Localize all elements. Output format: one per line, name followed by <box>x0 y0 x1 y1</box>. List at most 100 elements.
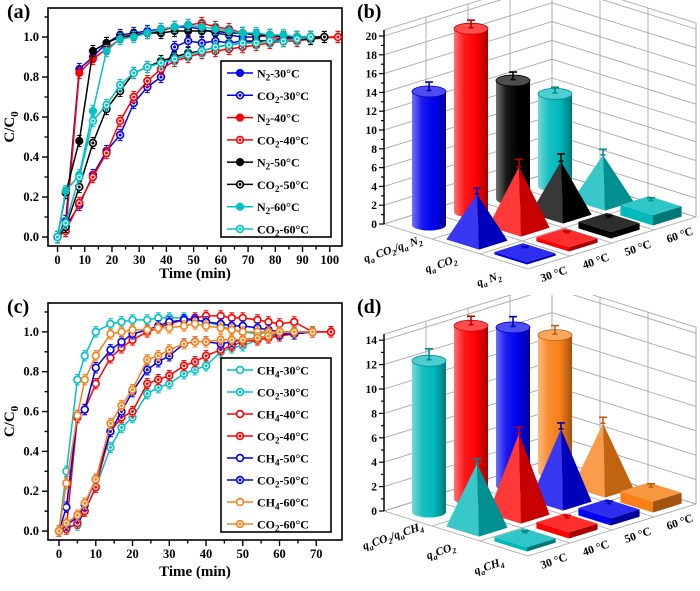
row-label: qaCH4 <box>473 556 506 579</box>
y-tick-label: 0.0 <box>23 230 39 244</box>
legend-label: CO2-60°C <box>257 223 309 239</box>
plate-40°C <box>536 513 598 539</box>
plate-60°C <box>620 196 682 226</box>
legend-label: CH4-40°C <box>257 408 309 424</box>
cylinder-40°C <box>453 315 489 505</box>
x-tick-label: 50 <box>237 547 250 561</box>
legend-label: CO2-30°C <box>257 89 309 105</box>
row-label: qaCO2/qaCH4 <box>361 521 425 555</box>
row-label: qa CO2 <box>424 254 459 278</box>
y-tick-label: 8 <box>371 144 377 156</box>
y-tick-label: 4 <box>371 181 377 193</box>
y-tick-label: 0 <box>371 219 377 231</box>
x-tick-label: 70 <box>242 253 255 267</box>
y-tick-label: 2 <box>371 482 377 494</box>
panel-d-label: (d) <box>357 296 382 318</box>
row-label: qa CO2/qa N2 <box>362 234 424 267</box>
panel-c: (c) 0 10 20 30 40 50 60 70 0.0 0.2 0.4 0.6 0.8 1.0 Tim… <box>0 295 348 591</box>
series-CO260C <box>54 326 317 537</box>
x-tick-label: 0 <box>56 547 62 561</box>
series-CH460C <box>54 318 317 537</box>
legend-label: CH4-50°C <box>257 452 309 468</box>
x-tick-label: 40 <box>160 253 173 267</box>
y-tick-label: 2 <box>371 200 377 212</box>
series-CO260C <box>53 30 315 244</box>
legend-label: CH4-30°C <box>257 364 309 380</box>
panel-a-chart: 0 10 20 30 40 50 60 70 80 90 100 0.0 0.2 0.4 0.6 0.8 1.0… <box>2 7 343 282</box>
category-label: 50 °C <box>623 526 653 546</box>
legend-label: N2-50°C <box>257 156 300 172</box>
cylinder-30°C <box>411 81 447 231</box>
pyramid-30°C <box>446 457 508 537</box>
plate-30°C <box>494 528 556 552</box>
y-tick-label: 0.8 <box>23 70 39 84</box>
y-tick-label: 0.6 <box>23 405 39 419</box>
panel-d-chart: 0 2 4 6 8 10 12 14 30 °C 40 °C 50 °C 60 °C qaCO2/qaC… <box>361 295 697 579</box>
y-axis: 0 2 4 6 8 10 12 14 16 18 20 <box>366 30 385 231</box>
y-tick-label: 0.0 <box>23 524 39 538</box>
y-axis-title: C/C0 <box>2 111 21 143</box>
y-tick-label: 0.6 <box>23 110 39 124</box>
y-tick-label: 8 <box>371 408 377 420</box>
panel-c-chart: 0 10 20 30 40 50 60 70 0.0 0.2 0.4 0.6 0.8 1.0 Time (m… <box>2 302 343 580</box>
x-tick-label: 60 <box>215 253 228 267</box>
legend-label: CO2-30°C <box>257 386 309 402</box>
y-tick-label: 20 <box>366 31 378 43</box>
legend-label: N2-40°C <box>257 111 300 127</box>
x-tick-label: 100 <box>320 253 339 267</box>
y-tick-label: 1.0 <box>23 30 39 44</box>
y-tick-label: 0.4 <box>23 150 39 164</box>
x-tick-label: 40 <box>200 547 213 561</box>
panel-b-label: (b) <box>357 1 382 23</box>
x-tick-label: 20 <box>126 547 139 561</box>
legend-label: N2-60°C <box>257 200 300 216</box>
plate-40°C <box>536 228 598 252</box>
legend-label: CO2-60°C <box>257 518 309 534</box>
y-tick-label: 0.2 <box>23 190 39 204</box>
category-label: 60 °C <box>665 226 695 246</box>
panel-d: (d) 0 2 4 6 8 10 12 14 30 °C 40 °C 50 °C 60 °C qaCO2… <box>350 295 700 591</box>
row-label: qaCO2 <box>425 541 458 564</box>
pyramid-40°C <box>488 158 550 237</box>
legend-label: CH4-60°C <box>257 496 309 512</box>
legend-label: CO2-50°C <box>257 474 309 490</box>
legend: N2-30°C CO2-30°C N2-40°C CO2-40°C N2-50°C CO2… <box>220 60 332 239</box>
panel-b: (b) 0 2 4 6 8 10 12 14 16 18 20 30 °C 40 °C 50 °C 60 °… <box>350 0 700 293</box>
y-tick-label: 0.2 <box>23 484 39 498</box>
y-tick-label: 18 <box>366 50 378 62</box>
x-tick-label: 30 <box>163 547 176 561</box>
y-tick-label: 14 <box>366 87 378 99</box>
cylinder-40°C <box>453 19 489 218</box>
axes: 0 10 20 30 40 50 60 70 80 90 100 0.0 0.2 0.4 0.6 0.8 1.0… <box>2 7 343 282</box>
y-tick-label: 14 <box>366 335 378 347</box>
x-tick-label: 60 <box>273 547 286 561</box>
plate-30°C <box>494 243 556 265</box>
category-label: 50 °C <box>623 239 653 259</box>
legend-label: N2-30°C <box>257 67 300 83</box>
axes: 0 10 20 30 40 50 60 70 0.0 0.2 0.4 0.6 0.8 1.0 Time (m… <box>2 302 343 580</box>
legend-label: CO2-40°C <box>257 133 309 149</box>
x-tick-label: 80 <box>269 253 282 267</box>
y-tick-label: 16 <box>366 69 378 81</box>
plate-50°C <box>578 499 640 526</box>
y-axis-title: C/C0 <box>2 405 21 437</box>
x-tick-label: 20 <box>106 253 119 267</box>
legend-label: CO2-40°C <box>257 430 309 446</box>
x-tick-label: 70 <box>310 547 323 561</box>
pyramid-30°C <box>446 187 508 250</box>
category-label: 30 °C <box>539 265 569 285</box>
category-label: 30 °C <box>539 552 569 572</box>
y-tick-label: 10 <box>366 125 378 137</box>
y-tick-label: 0.8 <box>23 365 39 379</box>
category-label: 40 °C <box>581 252 611 272</box>
legend-label: CO2-50°C <box>257 178 309 194</box>
plate-50°C <box>578 212 640 239</box>
y-tick-label: 0.4 <box>23 444 39 458</box>
x-tick-label: 10 <box>79 253 92 267</box>
y-tick-label: 12 <box>366 106 378 118</box>
y-tick-label: 6 <box>371 433 377 445</box>
panel-a-label: (a) <box>7 1 31 23</box>
category-label: 60 °C <box>665 513 695 533</box>
x-axis-title: Time (min) <box>159 564 231 580</box>
